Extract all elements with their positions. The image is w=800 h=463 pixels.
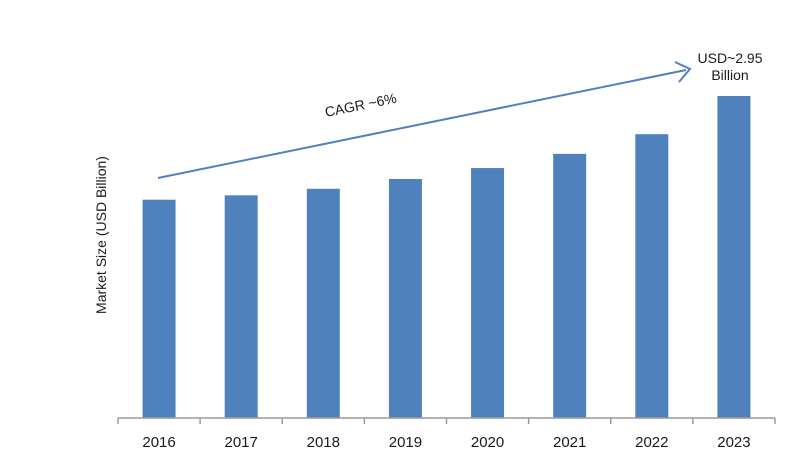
bar-2017 (224, 195, 258, 418)
x-tick-label-2019: 2019 (389, 434, 422, 451)
cagr-arrow (157, 61, 692, 179)
x-tick-labels: 2016 2017 2018 2019 2020 2021 2022 2023 (142, 434, 750, 451)
end-value-label-line1: USD~2.95 (698, 50, 763, 66)
bar-2022 (635, 134, 669, 419)
x-tick-marks (117, 418, 776, 424)
x-tick-label-2017: 2017 (225, 434, 258, 451)
x-tick-label-2023: 2023 (717, 434, 750, 451)
x-tick-label-2016: 2016 (142, 434, 175, 451)
x-tick-label-2020: 2020 (471, 434, 504, 451)
x-tick-label-2022: 2022 (635, 434, 668, 451)
cagr-label: CAGR ~6% (323, 90, 397, 120)
y-axis-label: Market Size (USD Billion) (93, 156, 109, 314)
bar-2018 (306, 188, 340, 418)
bar-2023 (717, 96, 751, 418)
bar-2021 (553, 153, 587, 419)
x-tick-label-2018: 2018 (307, 434, 340, 451)
end-value-label-line2: Billion (711, 67, 748, 83)
x-tick-label-2021: 2021 (553, 434, 586, 451)
bar-2016 (142, 199, 176, 418)
bar-2020 (471, 168, 505, 418)
bars-group (142, 96, 751, 419)
bar-2019 (388, 178, 422, 418)
